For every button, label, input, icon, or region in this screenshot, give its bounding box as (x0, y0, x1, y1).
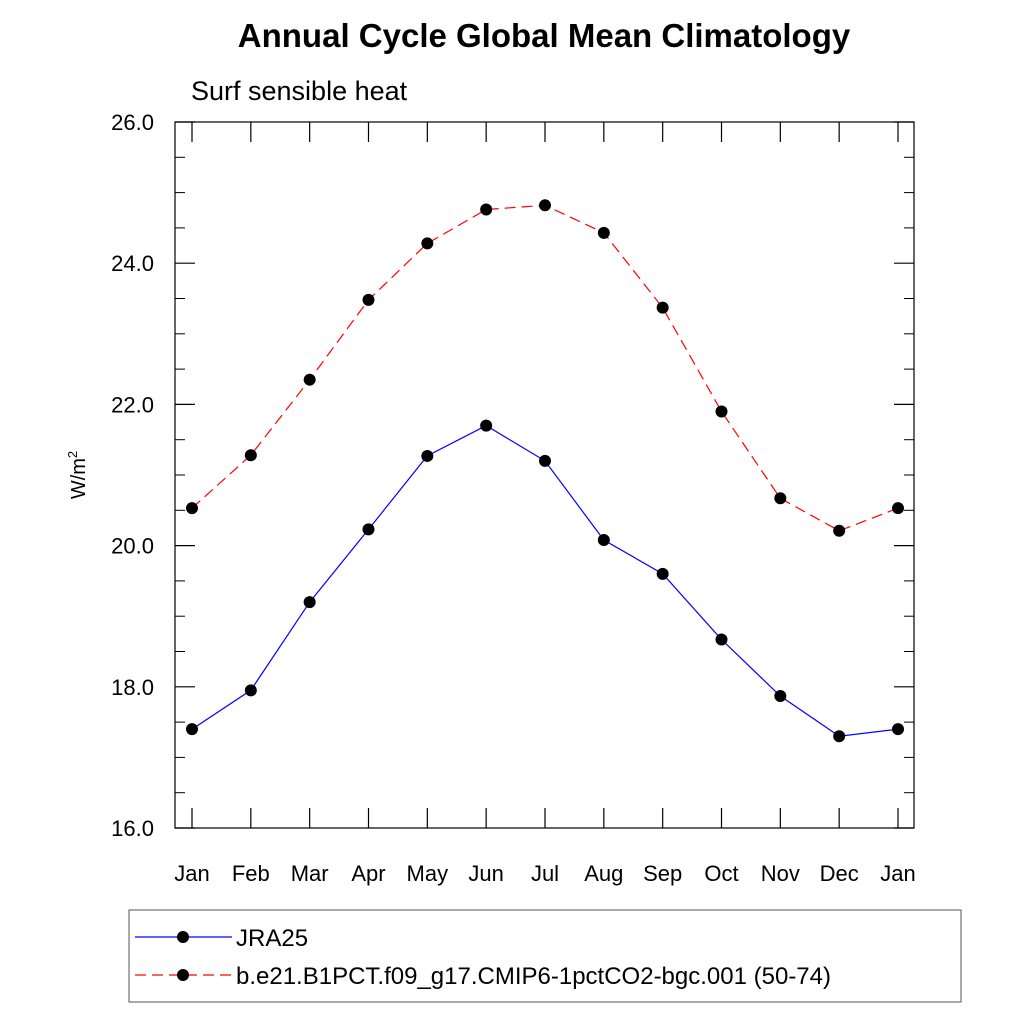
x-tick-label: Apr (351, 861, 385, 886)
series-1 (186, 199, 904, 537)
data-point (480, 419, 493, 432)
x-tick-label: Mar (291, 861, 329, 886)
series-line (191, 204, 899, 532)
data-point (774, 492, 787, 505)
data-point (774, 689, 787, 702)
y-axis-label-text: W/m (68, 458, 90, 499)
x-tick-label: Sep (643, 861, 682, 886)
x-tick-label: Nov (761, 861, 800, 886)
data-point (892, 502, 904, 515)
legend-marker (177, 931, 189, 943)
data-point (303, 596, 316, 609)
y-tick-label: 22.0 (111, 392, 154, 417)
data-point (186, 723, 198, 736)
data-point (480, 203, 493, 216)
data-point (362, 293, 375, 306)
data-point (186, 502, 198, 515)
y-tick-label: 16.0 (111, 816, 154, 841)
data-point (833, 524, 846, 537)
data-point (539, 199, 551, 212)
data-point (362, 523, 375, 536)
data-point (656, 567, 669, 580)
axis-ticks: 16.0 18.0 20.0 22.0 24.0 26.0 Jan Feb Mar Apr May J… (111, 110, 916, 886)
chart-subtitle: Surf sensible heat (191, 76, 408, 106)
series-layer (186, 199, 904, 743)
x-tick-label: Feb (232, 861, 270, 886)
data-point (421, 237, 434, 250)
chart-title: Annual Cycle Global Mean Climatology (238, 17, 851, 54)
data-point (833, 730, 846, 743)
y-tick-label: 24.0 (111, 251, 154, 276)
x-tick-label: Oct (704, 861, 738, 886)
series-0 (186, 419, 904, 743)
data-point (539, 454, 551, 467)
plot-frame (174, 121, 915, 829)
data-point (244, 684, 257, 697)
y-tick-label: 26.0 (111, 110, 154, 135)
legend-label: JRA25 (236, 925, 308, 952)
legend-box (128, 909, 962, 1003)
data-point (715, 633, 728, 646)
legend: JRA25 b.e21.B1PCT.f09_g17.CMIP6-1pctCO2-b… (128, 909, 962, 1003)
x-tick-label: Dec (820, 861, 859, 886)
x-tick-label: Jul (531, 861, 559, 886)
plot-border (174, 121, 915, 829)
data-point (715, 405, 728, 418)
x-tick-label: Jun (468, 861, 503, 886)
y-axis-label-superscript: 2 (65, 451, 80, 458)
data-point (656, 301, 669, 314)
data-point (303, 373, 316, 386)
data-point (421, 449, 434, 462)
y-tick-label: 18.0 (111, 675, 154, 700)
data-point (892, 723, 904, 736)
y-tick-label: 20.0 (111, 534, 154, 559)
data-point (244, 449, 257, 462)
series-line (191, 424, 899, 737)
data-point (597, 533, 610, 546)
x-tick-label: Jan (880, 861, 915, 886)
x-tick-label: Jan (174, 861, 209, 886)
x-tick-label: Aug (584, 861, 623, 886)
x-tick-label: May (407, 861, 449, 886)
y-axis-label: W/m2 (65, 451, 90, 499)
legend-marker (177, 969, 189, 981)
data-point (597, 226, 610, 239)
legend-label: b.e21.B1PCT.f09_g17.CMIP6-1pctCO2-bgc.00… (236, 963, 831, 990)
